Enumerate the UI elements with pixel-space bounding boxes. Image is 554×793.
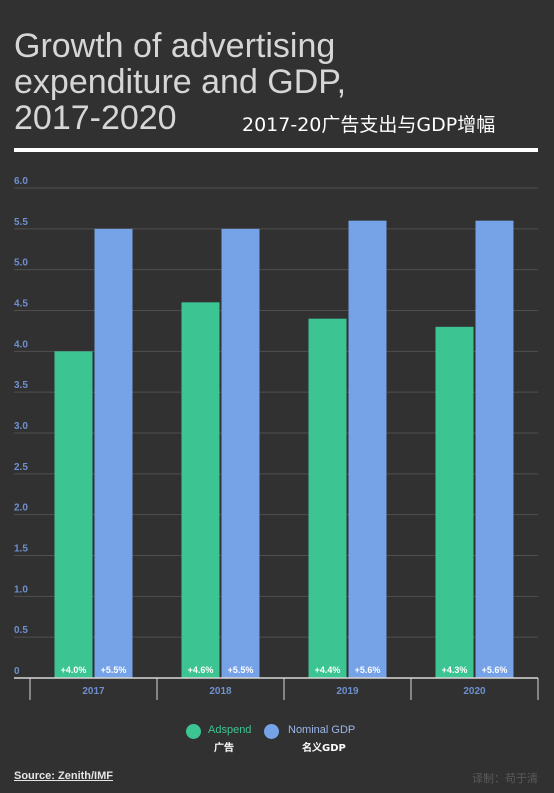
legend-swatch-gdp bbox=[264, 724, 279, 739]
x-tick-label: 2020 bbox=[463, 686, 486, 697]
legend-label-adspend: Adspend bbox=[208, 724, 252, 736]
x-tick-label: 2019 bbox=[336, 686, 359, 697]
source-note: Source: Zenith/IMF bbox=[14, 770, 113, 782]
y-tick-label: 0.5 bbox=[14, 625, 28, 636]
bar-nominal-gdp-2019 bbox=[348, 220, 387, 678]
data-label: +5.6% bbox=[355, 665, 381, 675]
y-tick-label: 1.0 bbox=[14, 584, 28, 595]
bar-adspend-2019 bbox=[308, 318, 347, 678]
y-tick-label: 1.5 bbox=[14, 544, 28, 555]
legend-swatch-adspend bbox=[186, 724, 201, 739]
y-tick-label: 5.5 bbox=[14, 217, 28, 228]
data-label: +5.5% bbox=[228, 665, 254, 675]
chart-title: Growth of advertising expenditure and GD… bbox=[14, 27, 347, 137]
data-label: +4.3% bbox=[442, 665, 468, 675]
x-tick-label: 2017 bbox=[82, 686, 105, 697]
data-label: +4.0% bbox=[61, 665, 87, 675]
legend-sublabel-adspend: 广告 bbox=[214, 743, 234, 754]
legend: Adspend 广告 Nominal GDP 名义GDP bbox=[0, 722, 554, 762]
y-tick-label: 2.5 bbox=[14, 462, 28, 473]
title-divider bbox=[14, 148, 538, 152]
translator-credit: 译制：苟于清 bbox=[472, 772, 538, 785]
y-tick-label: 4.5 bbox=[14, 299, 28, 310]
legend-label-gdp: Nominal GDP bbox=[288, 724, 356, 736]
y-tick-label: 5.0 bbox=[14, 258, 28, 269]
x-tick-label: 2018 bbox=[209, 686, 232, 697]
data-label: +5.5% bbox=[101, 665, 127, 675]
chart-subtitle: 2017-20广告支出与GDP增幅 bbox=[242, 114, 496, 136]
data-label: +5.6% bbox=[482, 665, 508, 675]
bar-adspend-2017 bbox=[54, 351, 93, 678]
bar-chart: 0 0.5 1.0 1.5 2.0 2.5 3.0 3.5 4.0 4.5 5.0 5.5 6.0 +4.… bbox=[14, 176, 539, 700]
bar-nominal-gdp-2018 bbox=[221, 228, 260, 679]
data-label: +4.4% bbox=[315, 665, 341, 675]
y-tick-label: 4.0 bbox=[14, 339, 28, 350]
y-tick-label: 0 bbox=[14, 666, 20, 677]
bar-nominal-gdp-2017 bbox=[94, 228, 133, 679]
y-tick-label: 3.0 bbox=[14, 421, 28, 432]
bar-adspend-2018 bbox=[181, 302, 220, 678]
bar-nominal-gdp-2020 bbox=[475, 220, 514, 678]
y-tick-label: 6.0 bbox=[14, 176, 28, 187]
bar-adspend-2020 bbox=[435, 326, 474, 678]
data-label: +4.6% bbox=[188, 665, 214, 675]
y-tick-label: 2.0 bbox=[14, 503, 28, 514]
legend-sublabel-gdp: 名义GDP bbox=[302, 743, 346, 754]
y-tick-label: 3.5 bbox=[14, 380, 28, 391]
